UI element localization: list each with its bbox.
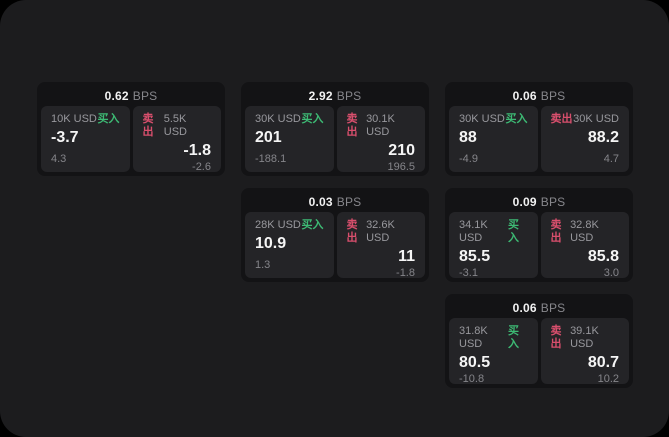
sell-sub-value: 196.5 (387, 161, 415, 173)
buy-label: 买入 (301, 113, 324, 125)
buy-amount: 28K USD (255, 219, 301, 231)
buy-amount: 10K USD (51, 113, 97, 125)
card-header: 2.92 BPS (245, 86, 425, 106)
sell-label: 卖出 (550, 219, 562, 244)
buy-label: 买入 (505, 113, 528, 125)
bps-unit: BPS (336, 89, 362, 103)
sell-label: 卖出 (550, 325, 562, 350)
sell-amount: 5.5K USD (163, 113, 187, 138)
buy-label: 买入 (97, 113, 120, 125)
sell-label: 卖出 (346, 219, 358, 244)
bps-value: 0.62 (104, 89, 129, 103)
sell-price: 85.8 (587, 248, 619, 265)
bps-value: 0.06 (512, 89, 537, 103)
buy-label: 买入 (507, 325, 519, 350)
buy-panel[interactable]: 34.1K USD 买入 85.5 -3.1 (449, 212, 538, 279)
sell-sub-value: -1.8 (396, 267, 415, 279)
quote-card-5: 0.09 BPS 34.1K USD 买入 85.5 -3.1 卖出 32.8K … (445, 188, 633, 282)
buy-price: 80.5 (459, 354, 491, 371)
sell-sub-value: 3.0 (603, 267, 619, 279)
buy-price: 201 (255, 129, 282, 146)
buy-sub-value: -10.8 (459, 373, 485, 385)
bps-unit: BPS (336, 195, 362, 209)
bps-value: 2.92 (308, 89, 333, 103)
quote-panels: 30K USD 买入 201 -188.1 卖出 30.1K USD 210 1… (245, 106, 425, 173)
card-header: 0.06 BPS (449, 86, 629, 106)
quote-panels: 34.1K USD 买入 85.5 -3.1 卖出 32.8K USD 85.8… (449, 212, 629, 279)
buy-price: 88 (459, 129, 477, 146)
quote-card-2: 2.92 BPS 30K USD 买入 201 -188.1 卖出 30.1K U… (241, 82, 429, 176)
buy-label: 买入 (301, 219, 324, 231)
quote-card-6: 0.06 BPS 31.8K USD 买入 80.5 -10.8 卖出 39.1K… (445, 294, 633, 388)
quote-card-4: 0.03 BPS 28K USD 买入 10.9 1.3 卖出 32.6K USD… (241, 188, 429, 282)
sell-panel[interactable]: 卖出 30.1K USD 210 196.5 (336, 106, 425, 173)
card-header: 0.06 BPS (449, 298, 629, 318)
sell-sub-value: -2.6 (192, 161, 211, 173)
bps-unit: BPS (540, 89, 566, 103)
sell-label: 卖出 (142, 113, 154, 138)
sell-panel[interactable]: 卖出 32.8K USD 85.8 3.0 (540, 212, 629, 279)
buy-amount: 30K USD (255, 113, 301, 125)
buy-sub-value: -3.1 (459, 267, 478, 279)
card-header: 0.62 BPS (41, 86, 221, 106)
buy-label: 买入 (507, 219, 519, 244)
sell-amount: 32.8K USD (570, 219, 599, 244)
buy-panel[interactable]: 10K USD 买入 -3.7 4.3 (41, 106, 130, 172)
sell-panel[interactable]: 卖出 39.1K USD 80.7 10.2 (540, 318, 629, 385)
bps-unit: BPS (132, 89, 158, 103)
sell-amount: 39.1K USD (570, 325, 599, 350)
buy-sub-value: 4.3 (51, 153, 67, 165)
buy-panel[interactable]: 30K USD 买入 88 -4.9 (449, 106, 538, 172)
buy-panel[interactable]: 30K USD 买入 201 -188.1 (245, 106, 334, 172)
card-header: 0.09 BPS (449, 192, 629, 212)
buy-sub-value: -188.1 (255, 153, 287, 165)
buy-price: 85.5 (459, 248, 491, 265)
sell-amount: 30K USD (573, 113, 619, 125)
sell-label: 卖出 (346, 113, 358, 138)
sell-label: 卖出 (550, 113, 573, 125)
bps-unit: BPS (540, 301, 566, 315)
buy-price: 10.9 (255, 235, 287, 252)
quote-panels: 31.8K USD 买入 80.5 -10.8 卖出 39.1K USD 80.… (449, 318, 629, 385)
quote-panels: 30K USD 买入 88 -4.9 卖出 30K USD 88.2 4.7 (449, 106, 629, 172)
quote-card-3: 0.06 BPS 30K USD 买入 88 -4.9 卖出 30K USD 88… (445, 82, 633, 176)
bps-value: 0.06 (512, 301, 537, 315)
quote-panels: 28K USD 买入 10.9 1.3 卖出 32.6K USD 11 -1.8 (245, 212, 425, 279)
buy-amount: 30K USD (459, 113, 505, 125)
sell-amount: 32.6K USD (366, 219, 395, 244)
sell-sub-value: 4.7 (603, 153, 619, 165)
bps-unit: BPS (540, 195, 566, 209)
buy-amount: 31.8K USD (459, 325, 488, 350)
buy-panel[interactable]: 28K USD 买入 10.9 1.3 (245, 212, 334, 278)
bps-value: 0.03 (308, 195, 333, 209)
bps-value: 0.09 (512, 195, 537, 209)
buy-panel[interactable]: 31.8K USD 买入 80.5 -10.8 (449, 318, 538, 385)
sell-panel[interactable]: 卖出 5.5K USD -1.8 -2.6 (132, 106, 221, 173)
sell-panel[interactable]: 卖出 32.6K USD 11 -1.8 (336, 212, 425, 279)
sell-sub-value: 10.2 (597, 373, 619, 385)
buy-price: -3.7 (51, 129, 79, 146)
quote-panels: 10K USD 买入 -3.7 4.3 卖出 5.5K USD -1.8 -2.… (41, 106, 221, 173)
sell-price: 80.7 (587, 354, 619, 371)
sell-price: -1.8 (183, 142, 211, 159)
quote-card-1: 0.62 BPS 10K USD 买入 -3.7 4.3 卖出 5.5K USD … (37, 82, 225, 176)
buy-sub-value: 1.3 (255, 259, 271, 271)
buy-sub-value: -4.9 (459, 153, 478, 165)
card-header: 0.03 BPS (245, 192, 425, 212)
sell-price: 210 (388, 142, 415, 159)
sell-amount: 30.1K USD (366, 113, 395, 138)
sell-panel[interactable]: 卖出 30K USD 88.2 4.7 (540, 106, 629, 172)
buy-amount: 34.1K USD (459, 219, 488, 244)
sell-price: 11 (398, 248, 415, 265)
sell-price: 88.2 (587, 129, 619, 146)
